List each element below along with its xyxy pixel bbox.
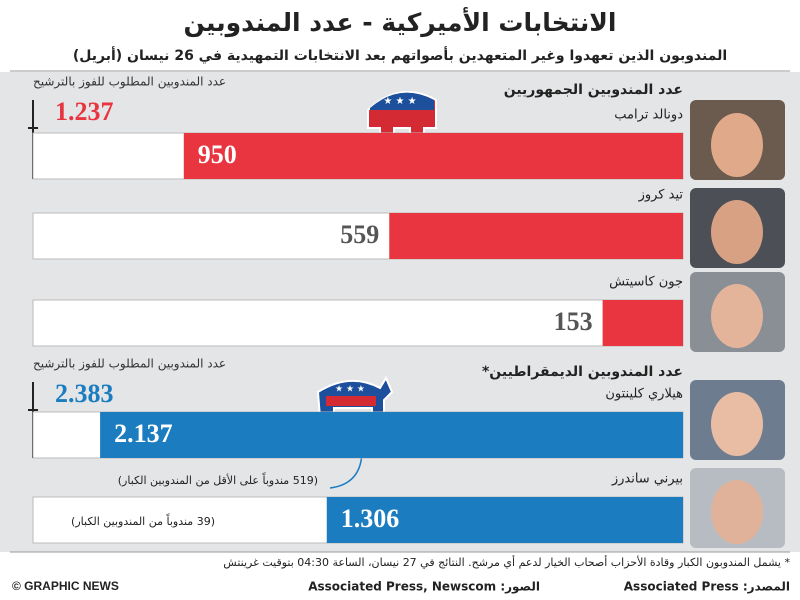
threshold-label: عدد المندوبين المطلوب للفوز بالترشيح bbox=[33, 357, 226, 372]
dem-logo: ★ ★ ★ bbox=[316, 375, 394, 419]
photos bbox=[690, 100, 785, 548]
value-label: 950 bbox=[198, 140, 237, 169]
value-label: 153 bbox=[554, 307, 593, 336]
title: الانتخابات الأميركية - عدد المندوبين bbox=[184, 7, 617, 38]
source: المصدر: Associated Press bbox=[624, 580, 790, 594]
logo: © GRAPHIC NEWS bbox=[12, 579, 119, 593]
threshold-label: عدد المندوبين المطلوب للفوز بالترشيح bbox=[33, 75, 226, 90]
gop-logo: ★ ★ ★ bbox=[367, 91, 437, 139]
group-title: عدد المندوبين الجمهوريين bbox=[504, 82, 683, 98]
bar bbox=[100, 412, 684, 458]
photo-face bbox=[711, 392, 763, 456]
value-label: 559 bbox=[340, 220, 379, 249]
value-label: 1.306 bbox=[341, 504, 400, 533]
threshold-value: 2.383 bbox=[55, 379, 114, 408]
threshold-value: 1.237 bbox=[55, 97, 114, 126]
subtitle: المندوبون الذين تعهدوا وغير المتعهدين بأ… bbox=[73, 46, 727, 64]
candidate-name: تيد كروز bbox=[638, 188, 684, 203]
footnote: * يشمل المندوبون الكبار وقادة الأحزاب أص… bbox=[223, 555, 790, 569]
photo-face bbox=[711, 284, 763, 348]
bar bbox=[326, 497, 683, 543]
svg-text:★ ★ ★: ★ ★ ★ bbox=[383, 96, 416, 107]
annotation: (39 مندوباً من المندوبين الكبار) bbox=[71, 513, 215, 528]
photo-credit: الصور: Associated Press, Newscom bbox=[308, 580, 540, 595]
bar bbox=[183, 133, 683, 179]
photo-face bbox=[711, 113, 763, 177]
value-label: 2.137 bbox=[114, 419, 173, 448]
candidate-name: جون كاسيتش bbox=[609, 275, 683, 290]
photo-face bbox=[711, 480, 763, 544]
svg-text:★ ★ ★: ★ ★ ★ bbox=[335, 385, 365, 395]
bar bbox=[389, 213, 683, 259]
candidate-name: بيرني ساندرز bbox=[611, 472, 683, 487]
bar-track bbox=[32, 299, 684, 347]
group-title: عدد المندوبين الديمقراطيين* bbox=[482, 364, 683, 380]
annotation: (519 مندوباً على الأقل من المندوبين الكب… bbox=[118, 472, 318, 487]
candidate-name: هيلاري كلينتون bbox=[605, 387, 683, 402]
candidate-name: دونالد ترامب bbox=[614, 108, 683, 123]
photo-face bbox=[711, 200, 763, 264]
bar bbox=[602, 300, 683, 346]
